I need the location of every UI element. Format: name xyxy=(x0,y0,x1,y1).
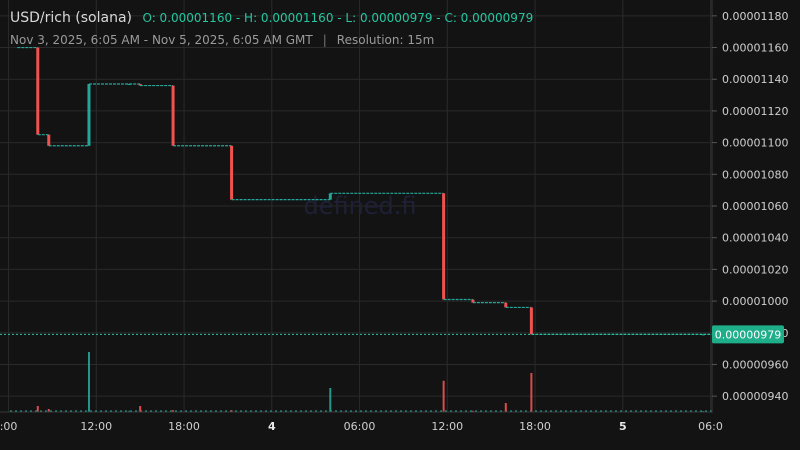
volume-bar xyxy=(230,410,233,412)
time-tick-label: 06:00 xyxy=(344,420,376,433)
candle xyxy=(504,302,508,308)
price-tick-label: 0.00001100 xyxy=(722,137,788,150)
symbol-name[interactable]: USD/rich (solana) xyxy=(10,10,133,26)
candle xyxy=(230,145,234,200)
time-tick-label: 18:00 xyxy=(168,420,200,433)
volume-bar xyxy=(128,410,131,412)
volume-bar xyxy=(139,406,142,412)
candle xyxy=(47,134,51,146)
time-tick-label: 18:00 xyxy=(519,420,551,433)
price-axis[interactable]: 0.00001180 0.00001160 0.00001140 0.00001120… xyxy=(712,10,788,403)
ohlc-values: O: 0.00001160 - H: 0.00001160 - L: 0.000… xyxy=(142,11,534,25)
price-tick-label: 0.00001180 xyxy=(722,10,788,23)
time-tick-label: 5 xyxy=(619,420,627,433)
volume-bar xyxy=(329,388,332,412)
volume-bar xyxy=(530,373,533,412)
volume-bar xyxy=(442,380,445,412)
price-tick-label: 0.00001060 xyxy=(722,200,788,213)
time-tick-label: 4 xyxy=(268,420,276,433)
time-tick-label: 12:00 xyxy=(431,420,463,433)
volume-bar xyxy=(172,410,175,412)
candle xyxy=(442,193,446,300)
candle xyxy=(471,299,475,303)
volume-bar xyxy=(87,352,90,412)
last-price-label: 0.00000979 xyxy=(715,328,781,341)
candle xyxy=(529,307,533,335)
grid-lines xyxy=(0,0,712,412)
volume-bar xyxy=(36,406,39,412)
time-tick-label: :00 xyxy=(0,420,17,433)
time-tick-label: 06:0 xyxy=(698,420,723,433)
time-axis[interactable]: :00 12:00 18:00 4 06:00 12:00 18:00 5 06:0 xyxy=(0,420,723,433)
last-price-badge: 0.00000979 xyxy=(712,325,784,344)
candle xyxy=(36,47,40,135)
price-tick-label: 0.00000960 xyxy=(722,358,788,371)
price-tick-label: 0.00001120 xyxy=(722,105,788,118)
chart-subtitle: Nov 3, 2025, 6:05 AM - Nov 5, 2025, 6:05… xyxy=(10,33,434,47)
price-tick-label: 0.00001160 xyxy=(722,42,788,55)
price-tick-label: 0.00001040 xyxy=(722,232,788,245)
price-tick-label: 0.00001140 xyxy=(722,73,788,86)
candle xyxy=(87,83,91,146)
separator: | xyxy=(322,33,327,47)
resolution: Resolution: 15m xyxy=(336,33,435,47)
price-tick-label: 0.00001020 xyxy=(722,263,788,276)
price-tick-label: 0.00001080 xyxy=(722,168,788,181)
candle xyxy=(138,83,142,86)
date-range: Nov 3, 2025, 6:05 AM - Nov 5, 2025, 6:05… xyxy=(10,33,313,47)
watermark: defined.fi xyxy=(303,192,416,220)
candle xyxy=(171,85,175,146)
volume-bar xyxy=(471,410,474,412)
candle xyxy=(328,193,332,200)
time-tick-label: 12:00 xyxy=(80,420,112,433)
volume-bar xyxy=(504,403,507,412)
price-tick-label: 0.00000940 xyxy=(722,390,788,403)
volume-bars xyxy=(10,352,712,412)
volume-bar xyxy=(47,409,50,412)
price-tick-label: 0.00001000 xyxy=(722,295,788,308)
chart-legend: USD/rich (solana) O: 0.00001160 - H: 0.0… xyxy=(10,10,533,26)
